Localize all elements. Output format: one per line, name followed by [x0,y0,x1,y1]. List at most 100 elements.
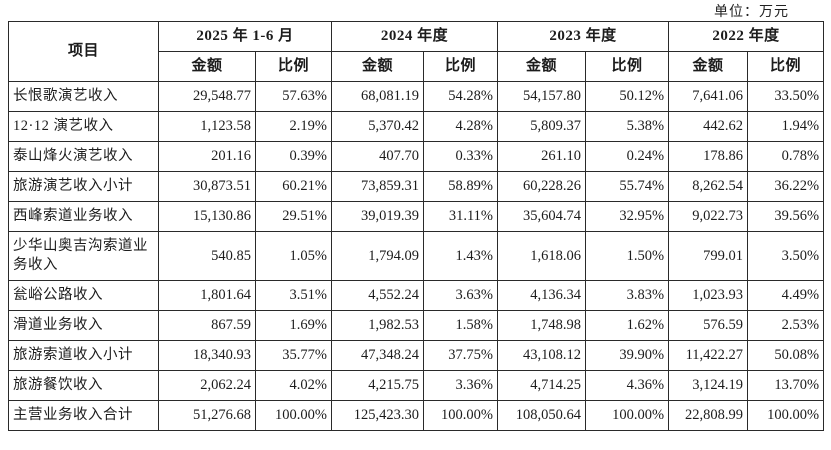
table-row: 旅游演艺收入小计 30,873.51 60.21% 73,859.31 58.89% 60… [8,171,825,202]
cell-amount: 5,370.42 [331,111,424,142]
cell-ratio: 31.11% [422,201,499,232]
cell-amount: 261.10 [497,141,587,172]
table-row: 12·12 演艺收入 1,123.58 2.19% 5,370.42 4.28% 5,80… [8,111,825,142]
cell-ratio: 37.75% [422,340,499,371]
cell-ratio: 4.02% [255,370,332,401]
cell-amount: 1,618.06 [497,231,587,281]
cell-ratio: 1.62% [585,310,670,341]
cell-amount: 47,348.24 [331,340,424,371]
cell-amount: 7,641.06 [668,81,749,112]
row-label: 瓮峪公路收入 [8,280,159,311]
cell-ratio: 0.33% [422,141,499,172]
table-row: 西峰索道业务收入 15,130.86 29.51% 39,019.39 31.11% 35… [8,201,825,232]
cell-ratio: 13.70% [747,370,825,401]
cell-ratio: 4.49% [747,280,825,311]
revenue-table: 项目 2025 年 1-6 月 2024 年度 2023 年度 2022 年度 … [8,21,825,431]
cell-amount: 5,809.37 [497,111,587,142]
cell-ratio: 55.74% [585,171,670,202]
cell-ratio: 3.50% [747,231,825,281]
cell-amount: 576.59 [668,310,749,341]
cell-amount: 799.01 [668,231,749,281]
cell-ratio: 3.51% [255,280,332,311]
cell-amount: 29,548.77 [158,81,256,112]
cell-amount: 18,340.93 [158,340,256,371]
cell-amount: 178.86 [668,141,749,172]
cell-ratio: 36.22% [747,171,825,202]
cell-amount: 201.16 [158,141,256,172]
cell-ratio: 1.43% [422,231,499,281]
period-header-2024: 2024 年度 [330,21,499,52]
period-header-2022: 2022 年度 [668,21,825,52]
table-row: 滑道业务收入 867.59 1.69% 1,982.53 1.58% 1,748.98 1.… [8,310,825,341]
ratio-header-2022: 比例 [747,51,825,82]
cell-ratio: 3.36% [422,370,499,401]
table-row: 泰山烽火演艺收入 201.16 0.39% 407.70 0.33% 261.10 0.24… [8,141,825,172]
cell-amount: 3,124.19 [668,370,749,401]
header-row-measures: 金额 比例 金额 比例 金额 比例 金额 比例 [9,51,825,82]
row-label: 旅游餐饮收入 [8,370,159,401]
table-body: 长恨歌演艺收入 29,548.77 57.63% 68,081.19 54.28% 54,… [8,81,825,431]
cell-amount: 60,228.26 [497,171,587,202]
table-row: 主营业务收入合计 51,276.68 100.00% 125,423.30 100.00… [8,400,825,431]
row-label: 西峰索道业务收入 [8,201,159,232]
cell-ratio: 50.08% [747,340,825,371]
row-label: 12·12 演艺收入 [8,111,159,142]
cell-ratio: 5.38% [585,111,670,142]
cell-amount: 2,062.24 [158,370,256,401]
period-header-2025: 2025 年 1-6 月 [158,21,332,52]
amount-header-2023: 金额 [497,51,587,82]
row-label: 长恨歌演艺收入 [8,81,159,112]
amount-header-2025: 金额 [158,51,256,82]
cell-ratio: 100.00% [585,400,670,431]
cell-ratio: 39.56% [747,201,825,232]
cell-ratio: 1.05% [255,231,332,281]
cell-ratio: 3.83% [585,280,670,311]
table-row: 少华山奥吉沟索道业务收入 540.85 1.05% 1,794.09 1.43% 1,61… [8,231,825,281]
cell-amount: 1,801.64 [158,280,256,311]
table-row: 瓮峪公路收入 1,801.64 3.51% 4,552.24 3.63% 4,136.34… [8,280,825,311]
cell-ratio: 1.50% [585,231,670,281]
cell-ratio: 29.51% [255,201,332,232]
cell-amount: 867.59 [158,310,256,341]
cell-amount: 108,050.64 [497,400,587,431]
cell-ratio: 2.19% [255,111,332,142]
cell-amount: 4,552.24 [331,280,424,311]
row-label: 旅游演艺收入小计 [8,171,159,202]
cell-amount: 4,136.34 [497,280,587,311]
cell-amount: 30,873.51 [158,171,256,202]
cell-amount: 125,423.30 [331,400,424,431]
cell-amount: 4,714.25 [497,370,587,401]
table-header: 项目 2025 年 1-6 月 2024 年度 2023 年度 2022 年度 … [8,21,825,82]
cell-amount: 1,123.58 [158,111,256,142]
cell-amount: 9,022.73 [668,201,749,232]
cell-amount: 11,422.27 [668,340,749,371]
cell-ratio: 35.77% [255,340,332,371]
ratio-header-2024: 比例 [422,51,499,82]
row-label: 旅游索道收入小计 [8,340,159,371]
cell-ratio: 60.21% [255,171,332,202]
cell-amount: 15,130.86 [158,201,256,232]
amount-header-2024: 金额 [331,51,424,82]
cell-amount: 51,276.68 [158,400,256,431]
cell-amount: 8,262.54 [668,171,749,202]
cell-ratio: 100.00% [255,400,332,431]
cell-ratio: 54.28% [422,81,499,112]
item-column-header: 项目 [8,21,159,82]
cell-amount: 43,108.12 [497,340,587,371]
cell-amount: 1,982.53 [331,310,424,341]
cell-ratio: 58.89% [422,171,499,202]
row-label: 滑道业务收入 [8,310,159,341]
cell-amount: 407.70 [331,141,424,172]
cell-ratio: 1.69% [255,310,332,341]
cell-amount: 22,808.99 [668,400,749,431]
cell-amount: 54,157.80 [497,81,587,112]
cell-amount: 1,023.93 [668,280,749,311]
cell-ratio: 4.36% [585,370,670,401]
cell-ratio: 0.39% [255,141,332,172]
cell-ratio: 32.95% [585,201,670,232]
cell-ratio: 0.78% [747,141,825,172]
amount-header-2022: 金额 [668,51,749,82]
unit-label: 单位：万元 [714,5,789,20]
cell-amount: 1,794.09 [331,231,424,281]
